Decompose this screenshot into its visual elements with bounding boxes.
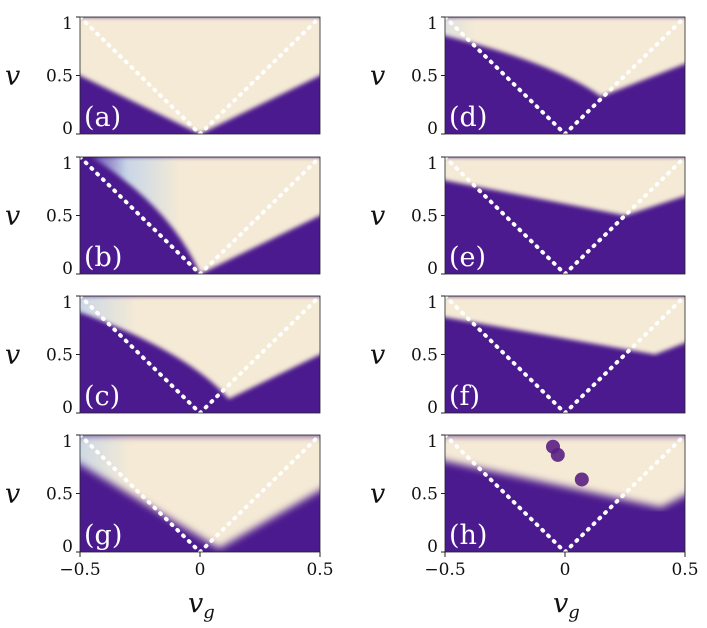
y-tick-label: 0.5 [411, 346, 438, 366]
y-tick-label: 0 [62, 398, 73, 418]
panel-label: (e) [449, 242, 486, 273]
bright-region [80, 17, 320, 134]
bright-region [445, 296, 685, 355]
bright-region [445, 17, 685, 97]
bright-region [445, 157, 685, 216]
y-axis-label: v [5, 340, 20, 371]
panel-h: (h) [443, 433, 687, 554]
y-tick-label: 1 [427, 293, 438, 313]
y-axis-label: v [370, 479, 385, 510]
y-tick-label: 0.5 [411, 485, 438, 505]
y-tick-label: 0 [62, 259, 73, 279]
x-tick-label: 0.5 [671, 560, 698, 580]
y-tick-label: 1 [427, 432, 438, 452]
bright-region [80, 435, 320, 549]
panel-label: (d) [449, 102, 487, 133]
y-tick-label: 0 [62, 119, 73, 139]
y-tick-label: 1 [62, 154, 73, 174]
bright-region [92, 157, 320, 274]
blob-mark [574, 472, 589, 487]
y-tick-label: 0 [427, 537, 438, 557]
y-tick-label: 1 [62, 432, 73, 452]
y-tick-label: 0 [427, 259, 438, 279]
y-tick-label: 0.5 [411, 67, 438, 87]
panel-label: (g) [84, 520, 122, 551]
y-tick-label: 0 [62, 537, 73, 557]
panel-label: (f) [449, 381, 480, 412]
panel-f: (f) [443, 294, 687, 415]
panel-label: (h) [449, 520, 487, 551]
panel-label: (b) [84, 242, 122, 273]
panel-g: (g) [78, 433, 322, 554]
panel-label: (a) [84, 102, 121, 133]
blob-mark [550, 447, 565, 462]
panel-e: (e) [443, 155, 687, 276]
y-axis-label: v [5, 61, 20, 92]
y-tick-label: 0.5 [46, 207, 73, 227]
y-tick-label: 1 [427, 14, 438, 34]
y-tick-label: 0 [427, 119, 438, 139]
x-axis-label: vg [188, 588, 215, 623]
y-axis-label: v [370, 61, 385, 92]
bright-region [445, 435, 685, 508]
x-tick-label: 0.5 [306, 560, 333, 580]
panel-a: (a) [78, 15, 322, 136]
x-tick-label: −0.5 [59, 560, 100, 580]
x-tick-label: −0.5 [424, 560, 465, 580]
y-axis-label: v [5, 201, 20, 232]
x-axis-label: vg [553, 588, 580, 623]
y-tick-label: 0.5 [46, 67, 73, 87]
x-tick-label: 0 [560, 560, 571, 580]
y-tick-label: 0.5 [46, 485, 73, 505]
panel-label: (c) [84, 381, 120, 412]
y-axis-label: v [5, 479, 20, 510]
bright-region [80, 296, 320, 399]
y-tick-label: 1 [427, 154, 438, 174]
y-tick-label: 1 [62, 14, 73, 34]
y-tick-label: 1 [62, 293, 73, 313]
panel-d: (d) [443, 15, 687, 136]
panel-c: (c) [78, 294, 322, 415]
y-axis-label: v [370, 201, 385, 232]
y-axis-label: v [370, 340, 385, 371]
y-tick-label: 0.5 [411, 207, 438, 227]
y-tick-label: 0 [427, 398, 438, 418]
y-tick-label: 0.5 [46, 346, 73, 366]
x-tick-label: 0 [195, 560, 206, 580]
panel-b: (b) [78, 155, 322, 276]
